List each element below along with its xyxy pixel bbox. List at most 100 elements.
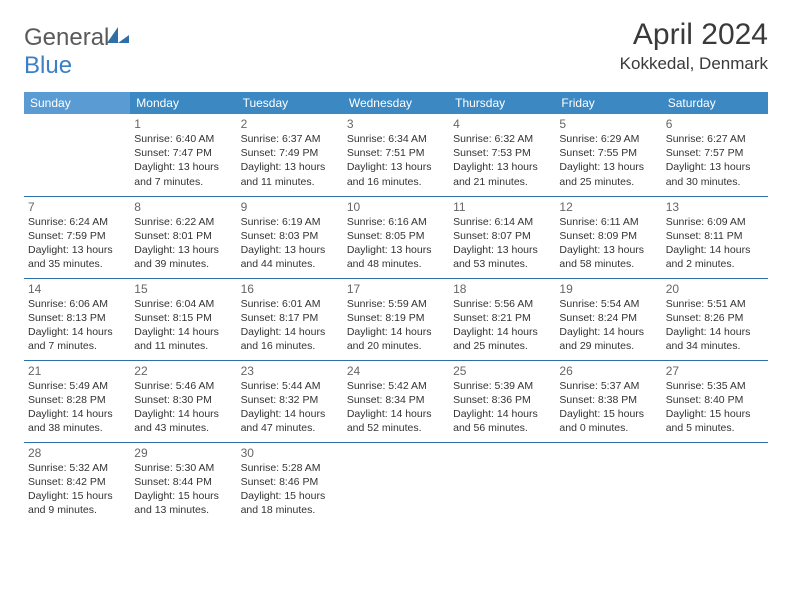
sunset-text: Sunset: 8:30 PM xyxy=(134,394,212,406)
sunset-text: Sunset: 8:09 PM xyxy=(559,230,637,242)
day-info: Sunrise: 6:24 AM Sunset: 7:59 PM Daylight:… xyxy=(28,215,126,272)
logo-sail-icon xyxy=(107,24,129,52)
day-number: 25 xyxy=(453,364,551,378)
day-info: Sunrise: 6:37 AMSunset: 7:49 PMDaylight:… xyxy=(241,132,339,189)
day-info: Sunrise: 5:30 AMSunset: 8:44 PMDaylight:… xyxy=(134,461,232,518)
calendar-day-cell: 25Sunrise: 5:39 AMSunset: 8:36 PMDayligh… xyxy=(449,360,555,442)
sunrise-text: Sunrise: 5:44 AM xyxy=(241,380,321,392)
daylight-text: Daylight: 13 hours and 21 minutes. xyxy=(453,161,538,187)
day-number: 16 xyxy=(241,282,339,296)
day-number: 7 xyxy=(28,200,126,214)
calendar-day-cell xyxy=(449,442,555,524)
daylight-text: Daylight: 13 hours and 48 minutes. xyxy=(347,244,432,270)
sunset-text: Sunset: 7:51 PM xyxy=(347,147,425,159)
daylight-text: Daylight: 13 hours and 30 minutes. xyxy=(666,161,751,187)
sunrise-text: Sunrise: 6:14 AM xyxy=(453,216,533,228)
sunrise-text: Sunrise: 6:24 AM xyxy=(28,216,108,228)
sunrise-text: Sunrise: 6:01 AM xyxy=(241,298,321,310)
sunset-text: Sunset: 8:03 PM xyxy=(241,230,319,242)
day-info: Sunrise: 5:28 AMSunset: 8:46 PMDaylight:… xyxy=(241,461,339,518)
daylight-text: Daylight: 13 hours and 44 minutes. xyxy=(241,244,326,270)
day-number: 29 xyxy=(134,446,232,460)
daylight-text: Daylight: 13 hours and 16 minutes. xyxy=(347,161,432,187)
day-info: Sunrise: 6:04 AMSunset: 8:15 PMDaylight:… xyxy=(134,297,232,354)
daylight-text: Daylight: 13 hours and 39 minutes. xyxy=(134,244,219,270)
daylight-text: Daylight: 13 hours and 25 minutes. xyxy=(559,161,644,187)
day-info: Sunrise: 6:06 AMSunset: 8:13 PMDaylight:… xyxy=(28,297,126,354)
day-number: 15 xyxy=(134,282,232,296)
day-number: 19 xyxy=(559,282,657,296)
day-number: 8 xyxy=(134,200,232,214)
calendar-week-row: 1 Sunrise: 6:40 AM Sunset: 7:47 PM Daylight… xyxy=(24,114,768,196)
day-number: 5 xyxy=(559,117,657,131)
day-number: 23 xyxy=(241,364,339,378)
daylight-text: Daylight: 13 hours and 35 minutes. xyxy=(28,244,113,270)
logo-text: GeneralBlue xyxy=(24,24,129,80)
sunrise-text: Sunrise: 6:29 AM xyxy=(559,133,639,145)
daylight-text: Daylight: 15 hours and 13 minutes. xyxy=(134,490,219,516)
sunset-text: Sunset: 8:11 PM xyxy=(666,230,743,242)
sunset-text: Sunset: 8:28 PM xyxy=(28,394,106,406)
daylight-text: Daylight: 14 hours and 34 minutes. xyxy=(666,326,751,352)
daylight-text: Daylight: 15 hours and 18 minutes. xyxy=(241,490,326,516)
sunset-text: Sunset: 8:46 PM xyxy=(241,476,319,488)
daylight-text: Daylight: 14 hours and 29 minutes. xyxy=(559,326,644,352)
sunrise-text: Sunrise: 6:37 AM xyxy=(241,133,321,145)
day-info: Sunrise: 6:14 AMSunset: 8:07 PMDaylight:… xyxy=(453,215,551,272)
sunrise-text: Sunrise: 5:56 AM xyxy=(453,298,533,310)
day-info: Sunrise: 5:59 AMSunset: 8:19 PMDaylight:… xyxy=(347,297,445,354)
daylight-text: Daylight: 14 hours and 47 minutes. xyxy=(241,408,326,434)
sunrise-text: Sunrise: 5:51 AM xyxy=(666,298,746,310)
calendar-week-row: 7 Sunrise: 6:24 AM Sunset: 7:59 PM Daylight… xyxy=(24,196,768,278)
sunset-text: Sunset: 8:05 PM xyxy=(347,230,425,242)
calendar-day-cell: 5Sunrise: 6:29 AMSunset: 7:55 PMDaylight… xyxy=(555,114,661,196)
calendar-day-cell: 10Sunrise: 6:16 AMSunset: 8:05 PMDayligh… xyxy=(343,196,449,278)
weekday-header: Wednesday xyxy=(343,92,449,114)
daylight-text: Daylight: 14 hours and 2 minutes. xyxy=(666,244,751,270)
weekday-header: Sunday xyxy=(24,92,130,114)
daylight-text: Daylight: 13 hours and 11 minutes. xyxy=(241,161,326,187)
calendar-day-cell: 21Sunrise: 5:49 AMSunset: 8:28 PMDayligh… xyxy=(24,360,130,442)
day-info: Sunrise: 5:46 AMSunset: 8:30 PMDaylight:… xyxy=(134,379,232,436)
calendar-body: 1 Sunrise: 6:40 AM Sunset: 7:47 PM Daylight… xyxy=(24,114,768,524)
sunset-text: Sunset: 7:57 PM xyxy=(666,147,744,159)
day-number: 10 xyxy=(347,200,445,214)
day-number: 4 xyxy=(453,117,551,131)
sunrise-text: Sunrise: 6:40 AM xyxy=(134,133,214,145)
sunrise-text: Sunrise: 6:27 AM xyxy=(666,133,746,145)
sunset-text: Sunset: 7:53 PM xyxy=(453,147,531,159)
sunset-text: Sunset: 7:59 PM xyxy=(28,230,106,242)
day-number: 11 xyxy=(453,200,551,214)
sunset-text: Sunset: 7:47 PM xyxy=(134,147,212,159)
daylight-text: Daylight: 14 hours and 11 minutes. xyxy=(134,326,219,352)
day-info: Sunrise: 5:37 AMSunset: 8:38 PMDaylight:… xyxy=(559,379,657,436)
sunrise-text: Sunrise: 6:04 AM xyxy=(134,298,214,310)
daylight-text: Daylight: 15 hours and 9 minutes. xyxy=(28,490,113,516)
sunrise-text: Sunrise: 6:19 AM xyxy=(241,216,321,228)
sunset-text: Sunset: 8:21 PM xyxy=(453,312,531,324)
day-number: 17 xyxy=(347,282,445,296)
title-block: April 2024 Kokkedal, Denmark xyxy=(620,18,768,74)
daylight-text: Daylight: 15 hours and 0 minutes. xyxy=(559,408,644,434)
sunrise-text: Sunrise: 5:32 AM xyxy=(28,462,108,474)
day-number: 30 xyxy=(241,446,339,460)
day-number: 27 xyxy=(666,364,764,378)
day-number: 12 xyxy=(559,200,657,214)
sunrise-text: Sunrise: 5:59 AM xyxy=(347,298,427,310)
sunset-text: Sunset: 8:24 PM xyxy=(559,312,637,324)
calendar-day-cell: 7 Sunrise: 6:24 AM Sunset: 7:59 PM Daylight… xyxy=(24,196,130,278)
day-info: Sunrise: 5:39 AMSunset: 8:36 PMDaylight:… xyxy=(453,379,551,436)
day-info: Sunrise: 6:27 AM Sunset: 7:57 PM Daylight:… xyxy=(666,132,764,189)
calendar-day-cell: 27Sunrise: 5:35 AMSunset: 8:40 PMDayligh… xyxy=(662,360,768,442)
calendar-day-cell: 15Sunrise: 6:04 AMSunset: 8:15 PMDayligh… xyxy=(130,278,236,360)
day-info: Sunrise: 5:32 AMSunset: 8:42 PMDaylight:… xyxy=(28,461,126,518)
sunset-text: Sunset: 8:26 PM xyxy=(666,312,744,324)
calendar-week-row: 28Sunrise: 5:32 AMSunset: 8:42 PMDayligh… xyxy=(24,442,768,524)
logo: GeneralBlue xyxy=(24,24,129,80)
calendar-day-cell xyxy=(662,442,768,524)
daylight-text: Daylight: 13 hours and 53 minutes. xyxy=(453,244,538,270)
calendar-day-cell: 26Sunrise: 5:37 AMSunset: 8:38 PMDayligh… xyxy=(555,360,661,442)
sunrise-text: Sunrise: 5:39 AM xyxy=(453,380,533,392)
day-number: 1 xyxy=(134,117,232,131)
day-number: 18 xyxy=(453,282,551,296)
